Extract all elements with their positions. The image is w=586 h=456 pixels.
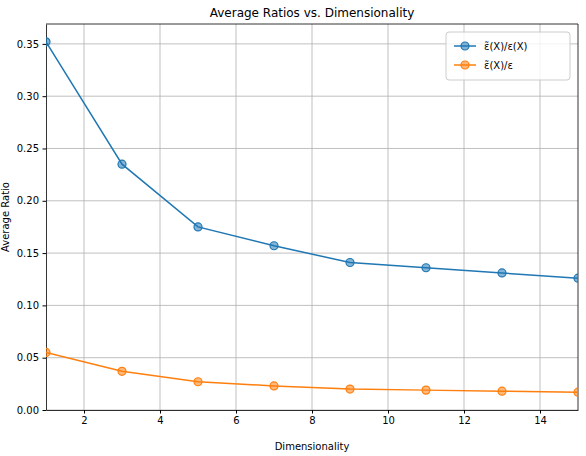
tick: 0.00 [17, 405, 46, 416]
tick: 0.30 [17, 91, 46, 102]
marker [574, 274, 578, 282]
grid-line [84, 24, 85, 410]
tick-mark [236, 410, 237, 414]
tick-label: 0.30 [17, 91, 39, 102]
tick: 12 [458, 410, 471, 426]
tick-mark [388, 410, 389, 414]
tick: 0.25 [17, 143, 46, 154]
legend-marker [461, 61, 469, 69]
grid-line [464, 24, 465, 410]
tick: 0.05 [17, 352, 46, 363]
marker [46, 38, 50, 46]
tick-label: 14 [534, 415, 547, 426]
tick-mark [160, 410, 161, 414]
marker [194, 378, 202, 386]
grid-line [160, 24, 161, 410]
grid-line [46, 200, 578, 201]
tick-label: 10 [382, 415, 395, 426]
tick-label: 2 [81, 415, 87, 426]
series-group [46, 38, 578, 396]
legend-marker [461, 42, 469, 50]
marker [118, 367, 126, 375]
marker [422, 386, 430, 394]
tick-label: 8 [309, 415, 315, 426]
tick-mark [540, 410, 541, 414]
legend-label: ε̃(X)/ε [484, 60, 513, 71]
tick: 0.20 [17, 195, 46, 206]
marker [574, 388, 578, 396]
tick-mark [312, 410, 313, 414]
title: Average Ratios vs. Dimensionality [210, 6, 415, 20]
grid-line [388, 24, 389, 410]
tick-mark [84, 410, 85, 414]
tick-label: 12 [458, 415, 471, 426]
marker [194, 223, 202, 231]
marker [498, 387, 506, 395]
marker [270, 382, 278, 390]
frame [46, 24, 578, 25]
marker [498, 269, 506, 277]
marker [346, 259, 354, 267]
tick: 4 [157, 410, 163, 426]
tick-mark [43, 410, 47, 411]
legend-box [446, 32, 570, 80]
marker [118, 160, 126, 168]
tick: 2 [81, 410, 87, 426]
grid-line [46, 357, 578, 358]
tick-label: 0.15 [17, 248, 39, 259]
marker [46, 348, 50, 356]
tick-mark [43, 253, 47, 254]
tick-mark [464, 410, 465, 414]
legend: ε̃(X)/ε(X) ε̃(X)/ε [446, 32, 570, 80]
grid [46, 24, 578, 410]
tick: 0.15 [17, 248, 46, 259]
tick-label: 0.20 [17, 195, 39, 206]
tick-label: 0.25 [17, 143, 39, 154]
tick-mark [43, 358, 47, 359]
tick-mark [43, 148, 47, 149]
tick: 0.35 [17, 39, 46, 50]
tick: 6 [233, 410, 239, 426]
tick-label: 4 [157, 415, 163, 426]
tick: 10 [382, 410, 395, 426]
tick-label: 0.00 [17, 405, 39, 416]
grid-line [540, 24, 541, 410]
grid-line [46, 305, 578, 306]
tick-mark [43, 44, 47, 45]
tick-label: 6 [233, 415, 239, 426]
grid-line [312, 24, 313, 410]
tick-mark [43, 305, 47, 306]
tick: 0.10 [17, 300, 46, 311]
chart: 24681012140.000.050.100.150.200.250.300.… [0, 0, 586, 456]
tick: 8 [309, 410, 315, 426]
frame [578, 24, 579, 410]
tick-label: 0.10 [17, 300, 39, 311]
y-axis-title: Average Ratio [0, 182, 11, 252]
tick-label: 0.05 [17, 352, 39, 363]
marker [422, 264, 430, 272]
tick-mark [43, 96, 47, 97]
plot: 24681012140.000.050.100.150.200.250.300.… [17, 24, 582, 426]
x-axis-title: Dimensionality [275, 441, 350, 452]
grid-line [236, 24, 237, 410]
grid-line [46, 96, 578, 97]
marker [270, 242, 278, 250]
tick: 14 [534, 410, 547, 426]
grid-line [46, 148, 578, 149]
tick-label: 0.35 [17, 39, 39, 50]
tick-mark [43, 201, 47, 202]
marker [346, 385, 354, 393]
legend-label: ε̃(X)/ε(X) [484, 41, 528, 52]
line [46, 352, 578, 392]
y-axis: 0.00 0.05 0.10 0.15 0.20 0.25 0.30 0.35 [17, 25, 47, 416]
x-axis: 2 4 6 8 10 12 14 [47, 410, 579, 426]
